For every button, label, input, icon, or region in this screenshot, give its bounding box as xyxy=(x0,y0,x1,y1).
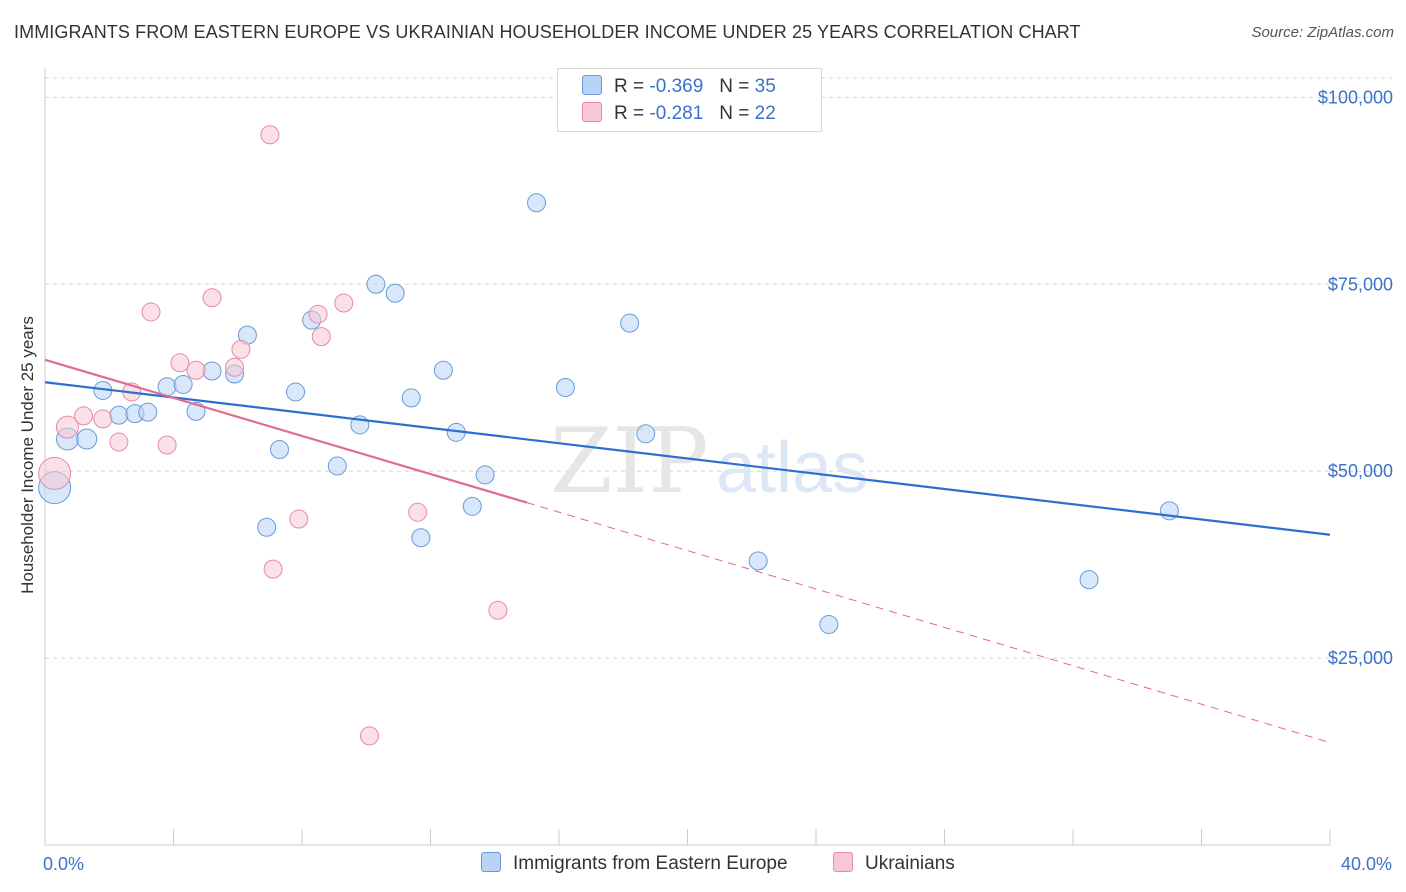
data-point xyxy=(475,465,495,485)
data-point xyxy=(488,600,508,620)
watermark-atlas: atlas xyxy=(716,428,868,508)
data-point xyxy=(260,125,280,145)
r-value: -0.369 xyxy=(649,76,704,97)
legend-swatch-blue xyxy=(582,75,602,95)
data-point xyxy=(636,424,656,444)
trend-layer xyxy=(44,358,1331,744)
data-point xyxy=(257,517,277,537)
data-point xyxy=(74,406,94,426)
data-point xyxy=(138,402,158,422)
data-point xyxy=(173,374,193,394)
bottom-legend-eastern-europe: Immigrants from Eastern Europe xyxy=(481,852,788,875)
data-point xyxy=(225,357,245,377)
grid-layer xyxy=(45,77,1392,659)
legend-swatch-pink xyxy=(582,102,602,122)
data-point xyxy=(334,293,354,313)
data-point xyxy=(401,388,421,408)
watermark: ZIP atlas xyxy=(550,409,868,514)
y-tick-label: $75,000 xyxy=(1328,274,1393,294)
data-point xyxy=(38,456,72,490)
watermark-zip: ZIP xyxy=(550,409,709,514)
data-point xyxy=(359,726,379,746)
data-point xyxy=(555,377,575,397)
data-point xyxy=(433,360,453,380)
data-point xyxy=(157,435,177,455)
data-point xyxy=(55,415,79,439)
x-tick-label: 0.0% xyxy=(43,854,84,874)
legend-row-eastern-europe: R = -0.369 N = 35 xyxy=(582,75,776,99)
data-point xyxy=(263,559,283,579)
data-point xyxy=(411,528,431,548)
data-point xyxy=(819,614,839,634)
data-point xyxy=(408,502,428,522)
data-point xyxy=(748,551,768,571)
n-label: N = xyxy=(719,103,750,124)
data-point xyxy=(202,288,222,308)
legend-row-ukrainians: R = -0.281 N = 22 xyxy=(582,102,776,126)
axis-layer xyxy=(44,68,1331,846)
source-label: Source: ZipAtlas.com xyxy=(1251,24,1394,41)
y-tick-label: $25,000 xyxy=(1328,648,1393,668)
n-label: N = xyxy=(719,76,750,97)
data-point xyxy=(366,274,386,294)
data-point xyxy=(186,360,206,380)
bottom-legend-ukrainians: Ukrainians xyxy=(833,852,955,875)
data-point xyxy=(76,428,98,450)
r-label: R = xyxy=(614,103,645,124)
data-point xyxy=(109,432,129,452)
trend-line-extension xyxy=(526,502,1331,744)
legend-label: Immigrants from Eastern Europe xyxy=(513,853,788,874)
legend-swatch-pink xyxy=(833,852,853,872)
legend-swatch-blue xyxy=(481,852,501,872)
data-point xyxy=(109,405,129,425)
data-point xyxy=(527,193,547,213)
n-value: 22 xyxy=(754,103,776,124)
data-point xyxy=(141,302,161,322)
data-point xyxy=(202,361,222,381)
data-point xyxy=(327,456,347,476)
legend-label: Ukrainians xyxy=(865,853,955,874)
data-point xyxy=(1079,570,1099,590)
data-point xyxy=(289,509,309,529)
x-tick-label: 40.0% xyxy=(1341,854,1392,874)
y-tick-label: $100,000 xyxy=(1318,87,1393,107)
n-value: 35 xyxy=(754,76,776,97)
correlation-legend: R = -0.369 N = 35 R = -0.281 N = 22 xyxy=(557,68,822,132)
data-point xyxy=(270,440,290,460)
data-point xyxy=(170,353,190,373)
chart-title: IMMIGRANTS FROM EASTERN EUROPE VS UKRAIN… xyxy=(14,22,1081,42)
data-point xyxy=(231,339,251,359)
data-point xyxy=(620,313,640,333)
data-point xyxy=(286,382,306,402)
y-tick-label: $50,000 xyxy=(1328,461,1393,481)
trend-line xyxy=(44,381,1331,536)
data-point xyxy=(462,496,482,516)
r-value: -0.281 xyxy=(649,103,704,124)
trend-line xyxy=(44,358,528,504)
data-point xyxy=(311,327,331,347)
tick-labels: $25,000 $50,000 $75,000 $100,000 0.0% 40.0% xyxy=(43,87,1393,874)
data-point xyxy=(385,283,405,303)
data-point xyxy=(93,409,113,429)
r-label: R = xyxy=(614,76,645,97)
y-axis-label: Householder Income Under 25 years xyxy=(18,316,37,594)
data-point xyxy=(308,304,328,324)
points-layer xyxy=(38,125,1179,746)
